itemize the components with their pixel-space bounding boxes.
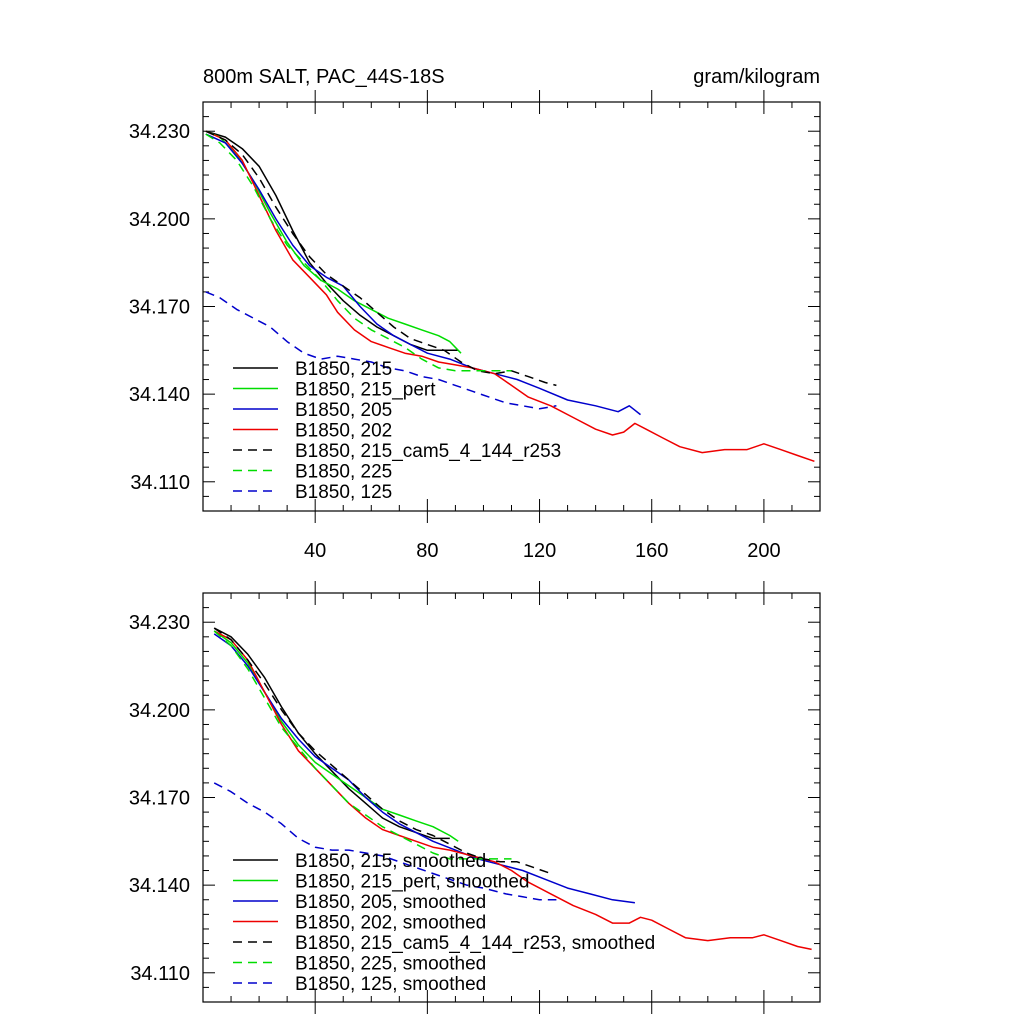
legend-label: B1850, 215_cam5_4_144_r253, smoothed xyxy=(295,933,655,954)
y-tick-label: 34.110 xyxy=(130,963,190,985)
x-tick-label: 200 xyxy=(747,540,780,562)
series-line-4 xyxy=(213,630,812,951)
x-tick-label: 160 xyxy=(635,540,668,562)
y-tick-label: 34.140 xyxy=(129,384,190,406)
series-line-7 xyxy=(205,291,557,410)
x-tick-label: 40 xyxy=(304,540,326,562)
x-tick-label: 80 xyxy=(416,540,438,562)
series-line-2 xyxy=(213,630,459,842)
legend-label: B1850, 215_pert xyxy=(295,380,436,401)
y-tick-label: 34.170 xyxy=(129,297,190,319)
series-line-6 xyxy=(205,133,512,372)
series-line-3 xyxy=(205,133,641,416)
y-tick-label: 34.110 xyxy=(130,472,190,494)
bottom-panel: 34.230 34.200 34.170 34.140 34.110 B1850, 215… xyxy=(129,581,821,1014)
series-line-4 xyxy=(205,130,815,463)
top-panel: 34.230 34.200 34.170 34.140 34.110 40 80 120 160… xyxy=(129,90,821,562)
series-line-3 xyxy=(213,633,635,904)
y-tick-label: 34.200 xyxy=(129,700,190,722)
y-tick-label: 34.140 xyxy=(129,875,190,897)
series-line-1 xyxy=(213,627,450,840)
legend-label: B1850, 202 xyxy=(295,421,392,442)
y-tick-label: 34.170 xyxy=(129,788,190,810)
series-line-7 xyxy=(213,782,557,901)
series-line-5 xyxy=(213,627,552,875)
legend-label: B1850, 215_cam5_4_144_r253 xyxy=(295,441,561,462)
series-group xyxy=(213,627,812,951)
legend-label: B1850, 125, smoothed xyxy=(295,974,486,995)
series-line-5 xyxy=(205,130,557,387)
series-group xyxy=(205,130,815,463)
legend-label: B1850, 205, smoothed xyxy=(295,892,486,913)
legend-label: B1850, 202, smoothed xyxy=(295,913,486,934)
legend-label: B1850, 215 xyxy=(295,359,392,380)
x-tick-label: 120 xyxy=(523,540,556,562)
legend-label: B1850, 125 xyxy=(295,482,392,503)
legend-label: B1850, 225 xyxy=(295,462,392,483)
legend-label: B1850, 215_pert, smoothed xyxy=(295,872,530,893)
legend-label: B1850, 225, smoothed xyxy=(295,954,486,975)
legend-label: B1850, 205 xyxy=(295,400,392,421)
series-line-1 xyxy=(205,130,459,352)
legend-label: B1850, 215, smoothed xyxy=(295,851,486,872)
y-tick-label: 34.200 xyxy=(129,209,190,231)
y-tick-label: 34.230 xyxy=(129,612,190,634)
series-line-6 xyxy=(213,630,512,860)
y-tick-label: 34.230 xyxy=(129,121,190,143)
chart-units: gram/kilogram xyxy=(693,66,820,88)
chart-title: 800m SALT, PAC_44S-18S xyxy=(203,66,445,88)
